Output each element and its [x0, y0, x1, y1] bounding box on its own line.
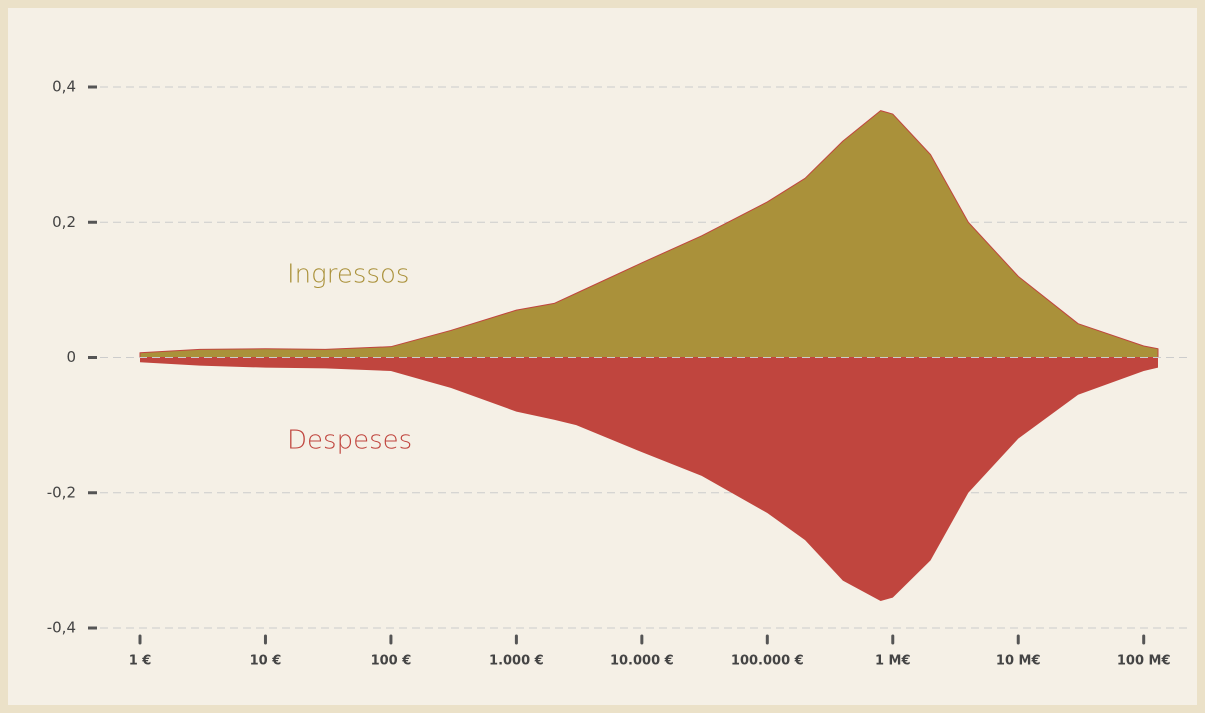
x-tick-label: 100 M€	[1117, 654, 1171, 669]
area	[140, 357, 1158, 601]
area	[139, 110, 1159, 358]
series-label: Ingressos	[287, 260, 409, 290]
x-tick-label: 100 €	[371, 654, 412, 669]
x-tick-label: 1 €	[129, 654, 152, 669]
y-tick-label: -0,4	[47, 619, 76, 637]
x-tick-label: 10 €	[250, 654, 282, 669]
x-tick-label: 10 M€	[996, 654, 1041, 669]
x-tick-label: 100.000 €	[731, 654, 804, 669]
x-tick-label: 10.000 €	[610, 654, 674, 669]
y-tick-label: 0	[66, 348, 76, 366]
x-tick-label: 1.000 €	[489, 654, 544, 669]
y-tick-label: -0,2	[47, 483, 76, 501]
y-tick-label: 0,2	[52, 213, 76, 231]
series-label: Despeses	[287, 426, 412, 456]
x-tick-label: 1 M€	[875, 654, 911, 669]
y-tick-label: 0,4	[52, 78, 76, 96]
